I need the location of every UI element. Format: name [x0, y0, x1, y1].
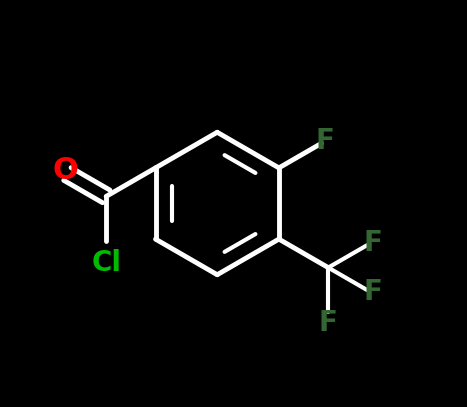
- Text: Cl: Cl: [91, 249, 121, 277]
- Text: F: F: [364, 229, 382, 257]
- Text: F: F: [364, 278, 382, 306]
- Text: F: F: [319, 309, 338, 337]
- Text: O: O: [52, 156, 78, 185]
- Text: F: F: [316, 127, 335, 155]
